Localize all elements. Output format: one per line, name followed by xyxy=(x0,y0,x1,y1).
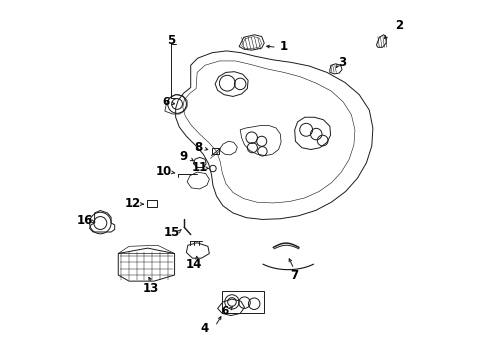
Text: 14: 14 xyxy=(186,258,202,271)
Text: 10: 10 xyxy=(155,165,172,177)
Text: 6: 6 xyxy=(162,97,169,107)
Text: 9: 9 xyxy=(179,150,187,163)
Text: 6: 6 xyxy=(221,306,228,316)
Text: 4: 4 xyxy=(201,322,209,335)
Text: 8: 8 xyxy=(193,140,202,153)
Text: 3: 3 xyxy=(338,56,346,69)
Text: 13: 13 xyxy=(143,282,159,295)
Text: 5: 5 xyxy=(166,34,175,48)
Text: 7: 7 xyxy=(290,269,298,282)
Text: 16: 16 xyxy=(77,214,93,227)
Text: 2: 2 xyxy=(394,19,403,32)
Text: 15: 15 xyxy=(163,226,180,239)
Text: 11: 11 xyxy=(191,161,207,174)
Text: 12: 12 xyxy=(124,197,141,210)
Text: 1: 1 xyxy=(279,40,287,53)
